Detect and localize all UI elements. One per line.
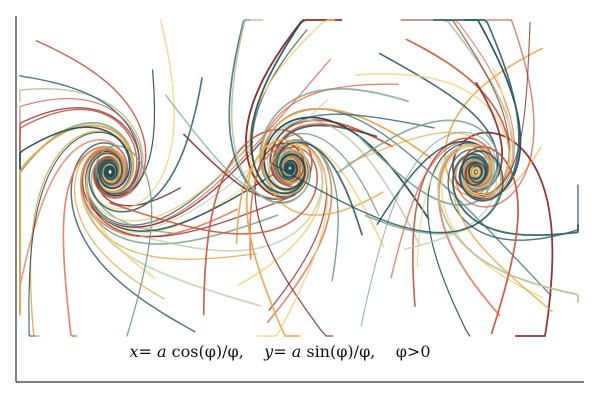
parametric-formula: x= a cos(φ)/φ, y= a sin(φ)/φ, φ>0	[0, 342, 560, 361]
formula-eq-2: =	[273, 342, 292, 361]
spiral-layer	[19, 19, 579, 337]
left-cluster-curve	[19, 126, 131, 190]
formula-eq-1: =	[138, 342, 158, 361]
right-cluster-curve	[432, 19, 520, 202]
formula-condition: φ>0	[395, 342, 431, 361]
right-cluster-curve	[271, 150, 504, 234]
formula-sin-part: sin(φ)/φ,	[301, 342, 376, 361]
formula-cos-part: cos(φ)/φ,	[166, 342, 244, 361]
formula-a-1: a	[157, 342, 167, 361]
formula-y: y	[264, 342, 274, 361]
formula-x: x	[129, 342, 139, 361]
formula-a-2: a	[291, 342, 302, 361]
middle-cluster-curve	[250, 19, 306, 195]
